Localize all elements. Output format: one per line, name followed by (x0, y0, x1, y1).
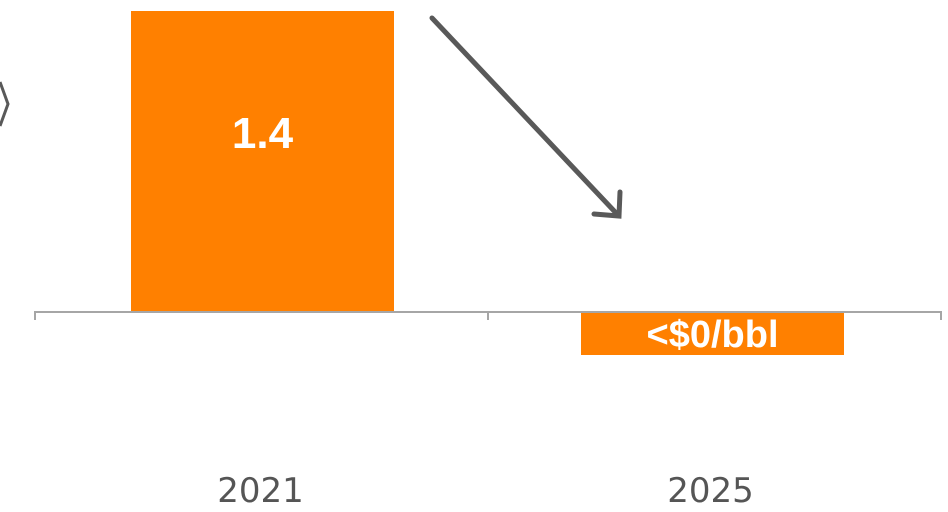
bar-2021 (131, 11, 394, 312)
bar-2025 (581, 312, 844, 355)
chevron-right-icon (0, 81, 10, 127)
data-label-2025: <$0/bbl (647, 314, 779, 356)
trend-arrow (429, 15, 623, 219)
x-tick-label-2025: 2025 (667, 471, 754, 511)
data-label-2021: 1.4 (232, 109, 294, 158)
x-tick-label-2021: 2021 (217, 471, 304, 511)
